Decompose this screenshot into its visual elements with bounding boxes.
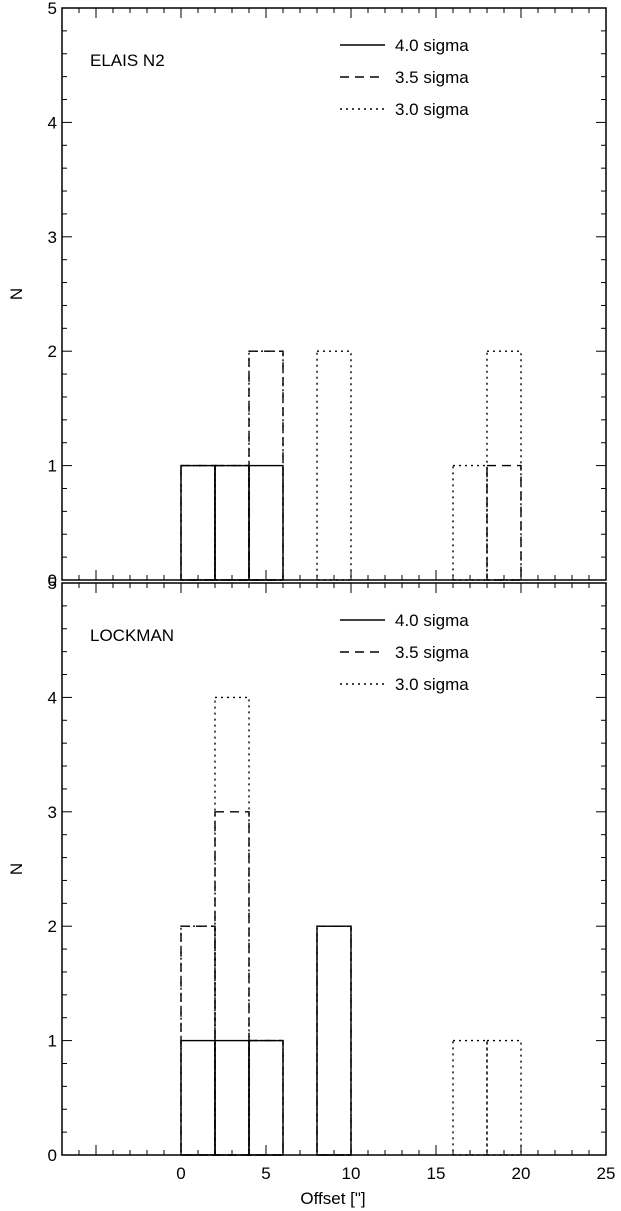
panel-label: ELAIS N2 — [90, 51, 165, 70]
histogram-bar — [316, 925, 352, 1156]
y-tick-label: 4 — [48, 688, 57, 707]
x-tick-label: 5 — [261, 1164, 270, 1183]
histogram-bar — [248, 464, 284, 581]
y-tick-label: 5 — [48, 574, 57, 593]
y-axis-label: N — [7, 288, 26, 300]
legend-label: 4.0 sigma — [395, 36, 469, 55]
histogram-bar — [214, 464, 250, 581]
histogram-bar — [180, 1039, 216, 1156]
histogram-bar — [316, 350, 352, 581]
panel-elais-n2: 0 1 2 3 4 5 N ELAIS N2 4.0 sigma 3.5 sigma 3.0 sig… — [7, 0, 607, 590]
y-tick-label: 5 — [48, 0, 57, 18]
histogram-bar — [214, 1039, 250, 1156]
legend-label: 3.5 sigma — [395, 643, 469, 662]
histogram-bar — [214, 696, 250, 1156]
y-tick-label: 0 — [48, 571, 57, 590]
panel-label: LOCKMAN — [90, 626, 174, 645]
y-axis-label: N — [7, 863, 26, 875]
y-tick-label: 4 — [48, 113, 57, 132]
x-tick-label: 20 — [512, 1164, 531, 1183]
x-tick-label: 0 — [176, 1164, 185, 1183]
histogram-bar — [452, 464, 488, 581]
y-tick-label: 3 — [48, 803, 57, 822]
histogram-bar — [214, 464, 250, 581]
plot-frame — [61, 7, 607, 581]
legend-label: 3.0 sigma — [395, 675, 469, 694]
y-tick-label: 0 — [48, 1146, 57, 1165]
histogram-bar — [180, 464, 216, 581]
x-tick-label: 25 — [597, 1164, 616, 1183]
histogram-bar — [248, 1039, 284, 1156]
histogram-bar — [248, 1039, 284, 1156]
x-axis-label: Offset ["] — [300, 1189, 365, 1208]
histogram-bar — [486, 464, 522, 581]
histogram-bar — [180, 464, 216, 581]
x-tick-label: 10 — [342, 1164, 361, 1183]
y-tick-label: 2 — [48, 342, 57, 361]
histogram-bar — [316, 925, 352, 1156]
x-tick-label: 15 — [427, 1164, 446, 1183]
y-tick-label: 2 — [48, 917, 57, 936]
histogram-bar — [452, 1039, 488, 1156]
legend-label: 3.5 sigma — [395, 68, 469, 87]
histogram-bar — [486, 1039, 522, 1156]
histogram-bar — [180, 464, 216, 581]
histogram-bar — [248, 1039, 284, 1156]
legend-label: 3.0 sigma — [395, 100, 469, 119]
histogram-bar — [316, 925, 352, 1156]
y-tick-label: 3 — [48, 228, 57, 247]
histogram-bar — [214, 464, 250, 581]
plot-frame — [61, 582, 607, 1156]
legend-label: 4.0 sigma — [395, 611, 469, 630]
y-tick-label: 1 — [48, 457, 57, 476]
y-tick-label: 1 — [48, 1032, 57, 1051]
histogram-bar — [214, 811, 250, 1156]
